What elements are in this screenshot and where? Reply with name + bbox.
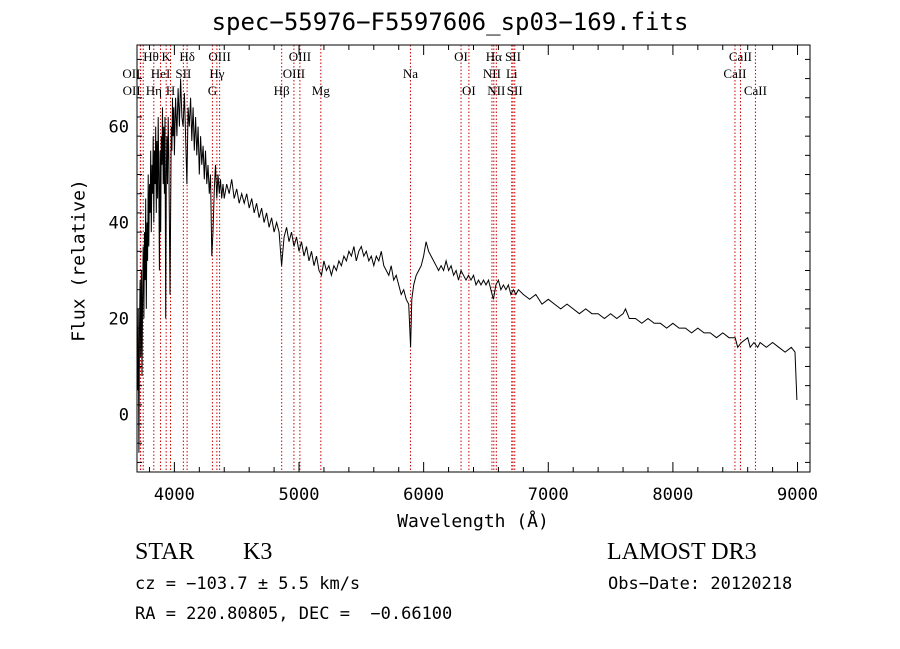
line-marker-label-15: Mg — [312, 83, 331, 98]
y-tick-label: 0 — [119, 405, 129, 425]
x-tick-label: 7000 — [528, 485, 569, 505]
coordinates: RA = 220.80805, DEC = −0.66100 — [135, 604, 453, 624]
object-subclass: K3 — [243, 539, 273, 565]
x-tick-label: 9000 — [777, 485, 818, 505]
x-axis-ticks: 4000 5000 6000 7000 8000 9000 — [148, 45, 818, 505]
line-marker-label-24: SII — [507, 83, 523, 98]
x-tick-label: 6000 — [403, 485, 444, 505]
line-marker-label-25: CaII — [723, 66, 746, 81]
line-marker-label-3: Hη — [146, 83, 162, 98]
line-marker-label-5: K — [161, 49, 171, 64]
line-marker-label-17: OI — [454, 49, 468, 64]
line-marker-label-12: Hβ — [274, 83, 290, 98]
y-tick-label: 20 — [109, 309, 129, 329]
line-marker-label-19: NII — [483, 66, 501, 81]
line-marker-label-14: OIII — [289, 49, 311, 64]
line-marker-label-8: Hδ — [179, 49, 195, 64]
line-marker-label-21: NII — [487, 83, 505, 98]
line-marker-label-22: Li — [506, 66, 518, 81]
line-marker-label-26: CaII — [729, 49, 752, 64]
line-marker-label-18: OI — [462, 83, 476, 98]
line-marker-label-6: H — [166, 83, 175, 98]
x-tick-label: 8000 — [652, 485, 693, 505]
line-marker-label-2: Hθ — [143, 49, 159, 64]
line-markers — [139, 45, 756, 472]
line-marker-label-27: CaII — [744, 83, 767, 98]
y-tick-label: 60 — [109, 118, 129, 138]
redshift-velocity: cz = −103.7 ± 5.5 km/s — [135, 574, 361, 594]
line-marker-label-23: SII — [505, 49, 521, 64]
line-marker-labels: OIIOIIHθHηHeIKHSIIHδGHγOIIIHβOIIIOIIIMgN… — [122, 49, 767, 98]
line-marker-label-4: HeI — [151, 66, 171, 81]
line-marker-label-9: G — [208, 83, 217, 98]
line-marker-label-1: OII — [123, 83, 141, 98]
y-axis-label: Flux (relative) — [68, 179, 90, 342]
line-marker-label-10: Hγ — [209, 66, 224, 81]
object-class: STAR — [135, 539, 195, 565]
x-axis-label: Wavelength (Å) — [397, 511, 549, 532]
obs-date: Obs−Date: 20120218 — [608, 574, 793, 594]
plot-frame — [136, 44, 811, 473]
survey-name: LAMOST DR3 — [607, 539, 757, 565]
line-marker-label-0: OII — [122, 66, 140, 81]
line-marker-label-16: Na — [403, 66, 418, 81]
line-marker-label-13: OIII — [283, 66, 305, 81]
chart-title: spec−55976−F5597606_sp03−169.fits — [211, 8, 689, 36]
line-marker-label-20: Hα — [486, 49, 502, 64]
y-tick-label: 40 — [109, 214, 129, 234]
y-axis-ticks: 0 20 40 60 — [109, 58, 810, 463]
x-tick-label: 5000 — [279, 485, 320, 505]
line-marker-label-11: OIII — [208, 49, 230, 64]
line-marker-label-7: SII — [175, 66, 191, 81]
spectrum-line — [136, 78, 798, 453]
x-tick-label: 4000 — [154, 485, 195, 505]
